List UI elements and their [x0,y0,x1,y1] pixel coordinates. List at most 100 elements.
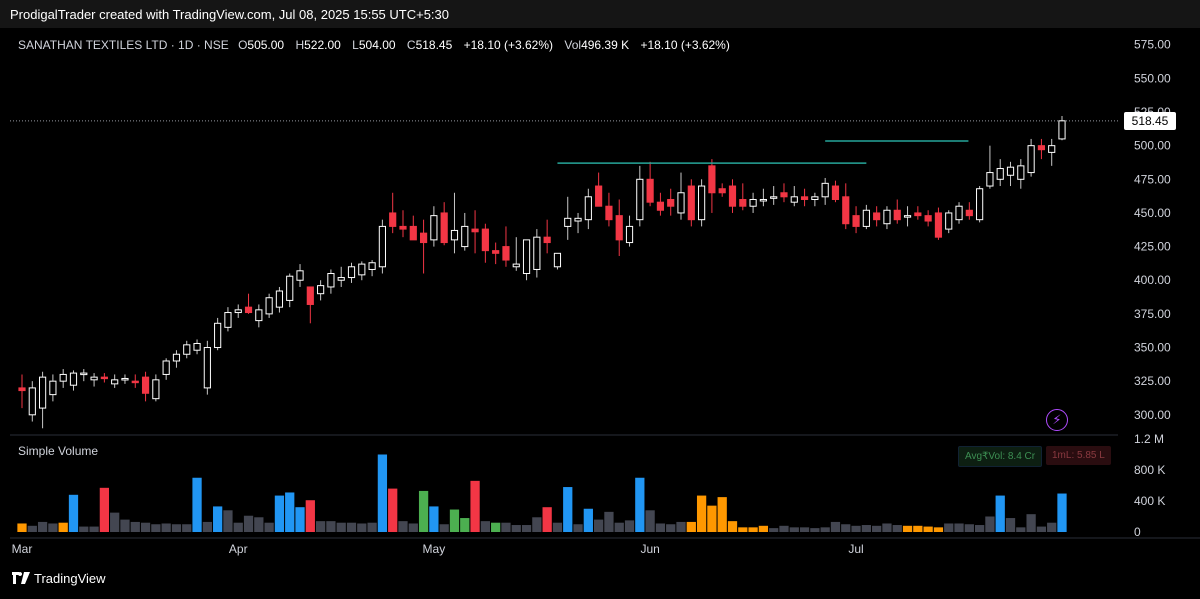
volume-bar [89,526,99,532]
candle-body [595,185,603,207]
candle-body [903,215,912,218]
volume-bar [99,487,110,532]
candle-body [39,376,47,409]
volume-tick-label: 800 K [1134,463,1165,477]
legend-symbol: SANATHAN TEXTILES LTD · 1D · NSE [18,38,229,52]
volume-bar [460,518,470,532]
candle-body [955,205,963,221]
volume-tick-label: 400 K [1134,494,1165,508]
candle-body [924,215,932,222]
volume-bar [68,494,79,532]
candle-body [698,185,706,221]
volume-bar [954,523,964,532]
volume-bar [985,516,995,532]
candle-body [502,246,510,261]
volume-bar [192,477,202,532]
candle-body [780,192,788,198]
y-tick-label: 475.00 [1134,172,1171,186]
candle-body [522,239,531,275]
candle-body [584,196,592,221]
volume-bar [1057,493,1067,532]
candle-body [306,286,314,305]
volume-bar [223,510,233,532]
volume-bar [594,519,604,532]
candle-body [728,185,737,207]
candle-body [430,215,438,241]
volume-bar [748,527,758,532]
candle-body [368,262,376,270]
candle-body [18,387,26,392]
candle-body [172,353,181,362]
volume-bar [830,521,841,532]
candle-body [80,372,88,376]
candle-body [862,209,870,227]
candle-body [656,201,665,211]
volume-bar [624,520,635,532]
volume-bar [1036,526,1047,532]
volume-bar [491,522,501,532]
volume-bar [974,525,985,532]
candle-body [244,306,253,314]
legend-change: +18.10 (+3.62%) [463,38,554,52]
candle-body [234,309,242,314]
candle-body [543,236,551,244]
volume-bar [202,521,212,532]
volume-bar [377,454,388,532]
volume-bar [511,525,521,532]
candle-body [512,263,520,268]
candle-body [49,380,57,396]
candle-body [450,229,459,241]
x-tick-label: Jul [848,542,863,556]
volume-bar [563,487,573,532]
candle-body [347,266,356,279]
candle-body [152,379,160,400]
volume-bar [851,525,861,532]
candle-body [625,225,634,244]
price-chart[interactable]: 575.00550.00525.00500.00475.00450.00425.… [0,28,1200,571]
candle-body [100,376,108,380]
volume-bar [913,525,923,532]
y-tick-label: 500.00 [1134,139,1171,153]
candle-body [646,178,654,203]
volume-bar [666,524,676,532]
legend-high: 522.00 [304,38,341,52]
volume-bar [820,527,830,532]
legend-open: 505.00 [247,38,285,52]
candle-body [677,192,685,214]
volume-bar [532,517,542,532]
candle-body [214,322,222,349]
legend-low-label: L [352,38,359,52]
candle-body [893,209,901,221]
x-tick-label: May [423,542,446,556]
volume-bar [583,508,593,532]
y-tick-label: 300.00 [1134,408,1171,422]
candle-body [749,198,757,207]
candle-body [90,376,98,381]
volume-bar [635,477,645,532]
candle-body [399,225,407,230]
candle-body [852,215,860,227]
volume-bar [923,526,933,532]
candle-body [687,185,695,221]
volume-pane-title: Simple Volume [18,444,99,458]
volume-bar [254,517,264,532]
legend-open-label: O [238,38,248,52]
y-tick-label: 325.00 [1134,374,1171,388]
y-tick-label: 400.00 [1134,273,1171,287]
volume-bar [418,490,429,532]
candle-body [327,273,335,288]
volume-bar [944,523,954,532]
lightning-icon[interactable]: ⚡ [1046,409,1068,431]
candle-body [759,198,767,202]
volume-bar [48,523,58,532]
candle-body [275,290,284,308]
volume-bar [810,528,820,532]
candle-body [131,380,139,384]
candle-body [842,196,850,225]
candle-body [831,185,840,200]
volume-bar [151,524,161,532]
candle-body [183,344,191,355]
volume-bar [933,527,944,532]
candle-body [141,376,150,394]
volume-bar [769,528,779,532]
